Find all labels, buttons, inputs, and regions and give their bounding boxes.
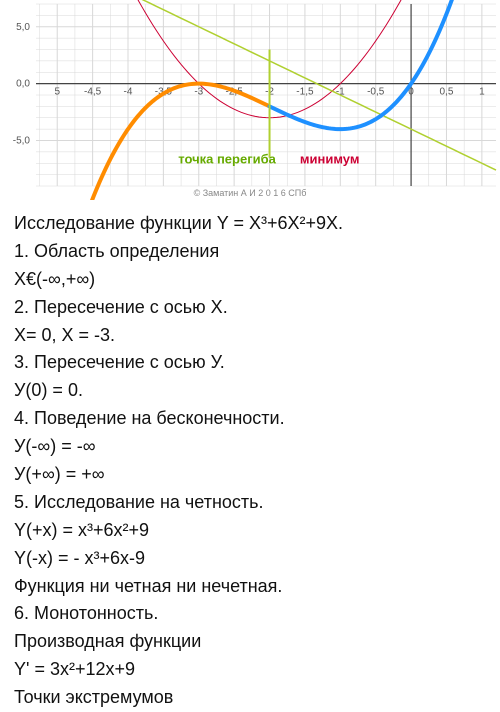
svg-text:-5,0: -5,0 xyxy=(13,136,31,147)
analysis-line: Х= 0, Х = -3. xyxy=(14,322,486,350)
svg-text:точка перегиба: точка перегиба xyxy=(178,151,276,166)
svg-text:-0,5: -0,5 xyxy=(367,87,385,98)
analysis-line: У(0) = 0. xyxy=(14,377,486,405)
svg-text:5: 5 xyxy=(54,87,60,98)
analysis-line: Y(-x) = - x³+6x-9 xyxy=(14,545,486,573)
analysis-text: Исследование функции Y = X³+6X²+9X.1. Об… xyxy=(0,200,500,712)
analysis-line: 1. Область определения xyxy=(14,238,486,266)
chart-area: 5-4,5-4-3,5-3-2,5-2-1,5-1-0,500,51-5,00,… xyxy=(0,0,500,200)
analysis-line: 5. Исследование на четность. xyxy=(14,489,486,517)
analysis-line: 4. Поведение на бесконечности. xyxy=(14,405,486,433)
svg-text:-4: -4 xyxy=(124,87,133,98)
svg-text:-3: -3 xyxy=(194,87,203,98)
analysis-line: Функция ни четная ни нечетная. xyxy=(14,573,486,601)
analysis-line: 6. Монотонность. xyxy=(14,600,486,628)
svg-text:-1,5: -1,5 xyxy=(296,87,314,98)
analysis-line: Х€(-∞,+∞) xyxy=(14,266,486,294)
analysis-line: У(+∞) = +∞ xyxy=(14,461,486,489)
analysis-line: Y(+x) = x³+6x²+9 xyxy=(14,517,486,545)
svg-text:5,0: 5,0 xyxy=(16,22,30,33)
analysis-line: 3. Пересечение с осью У. xyxy=(14,349,486,377)
svg-text:0,5: 0,5 xyxy=(440,87,454,98)
svg-text:-4,5: -4,5 xyxy=(84,87,102,98)
svg-text:1: 1 xyxy=(479,87,485,98)
analysis-line: У(-∞) = -∞ xyxy=(14,433,486,461)
chart-svg: 5-4,5-4-3,5-3-2,5-2-1,5-1-0,500,51-5,00,… xyxy=(0,0,500,200)
analysis-line: 2. Пересечение с осью Х. xyxy=(14,294,486,322)
svg-text:минимум: минимум xyxy=(300,151,360,166)
analysis-line: Производная функции xyxy=(14,628,486,656)
svg-text:0,0: 0,0 xyxy=(16,79,30,90)
chart-copyright: © Заматин А И 2 0 1 6 СПб xyxy=(194,188,307,198)
analysis-line: Y' = 3x²+12x+9 xyxy=(14,656,486,684)
analysis-line: Исследование функции Y = X³+6X²+9X. xyxy=(14,210,486,238)
analysis-line: Точки экстремумов xyxy=(14,684,486,712)
